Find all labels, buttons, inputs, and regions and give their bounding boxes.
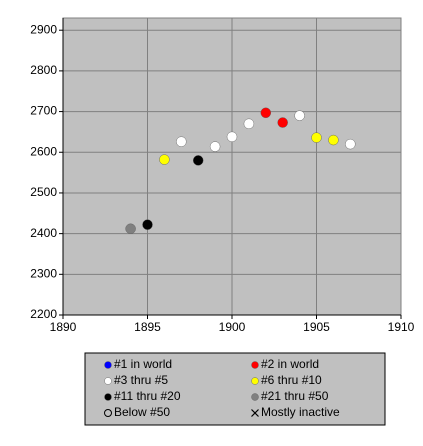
x-tick-label: 1895 (134, 320, 161, 334)
y-tick-label: 2400 (30, 226, 57, 240)
point (260, 107, 271, 118)
y-tick-label: 2200 (30, 307, 57, 321)
legend-label: #21 thru #50 (261, 389, 329, 403)
point (209, 141, 221, 152)
legend-label: #1 in world (114, 357, 172, 371)
legend-marker (104, 377, 112, 385)
point (125, 223, 136, 234)
point (226, 131, 238, 143)
point (192, 155, 204, 166)
x-tick-label: 1905 (303, 320, 330, 334)
point (345, 138, 356, 150)
point (328, 134, 339, 146)
y-tick-label: 2900 (30, 22, 57, 36)
legend-label: #2 in world (261, 357, 319, 371)
x-tick-label: 1900 (219, 320, 246, 334)
point (176, 136, 187, 147)
point (294, 110, 305, 121)
legend-marker (104, 361, 112, 369)
y-tick-label: 2700 (30, 104, 57, 118)
x-tick-label: 1910 (388, 320, 415, 334)
x-tick-label: 1890 (50, 320, 77, 334)
point (159, 154, 170, 165)
point (277, 117, 288, 128)
legend-label: Below #50 (114, 405, 170, 419)
legend-label: #6 thru #10 (261, 373, 322, 387)
legend-label: #3 thru #5 (114, 373, 168, 387)
point (311, 132, 322, 143)
y-tick-label: 2500 (30, 185, 57, 199)
legend-marker (251, 361, 259, 369)
legend-marker (251, 409, 259, 417)
point (243, 118, 255, 129)
legend-label: #11 thru #20 (114, 389, 181, 403)
y-tick-label: 2300 (30, 266, 57, 280)
point (142, 219, 153, 230)
legend-box (84, 352, 386, 426)
legend-marker (251, 393, 259, 401)
y-tick-label: 2800 (30, 63, 57, 77)
legend-marker (104, 409, 112, 417)
legend-marker (104, 393, 112, 401)
y-tick-label: 2600 (30, 144, 57, 158)
legend-marker (251, 377, 259, 385)
legend-label: Mostly inactive (261, 405, 340, 419)
